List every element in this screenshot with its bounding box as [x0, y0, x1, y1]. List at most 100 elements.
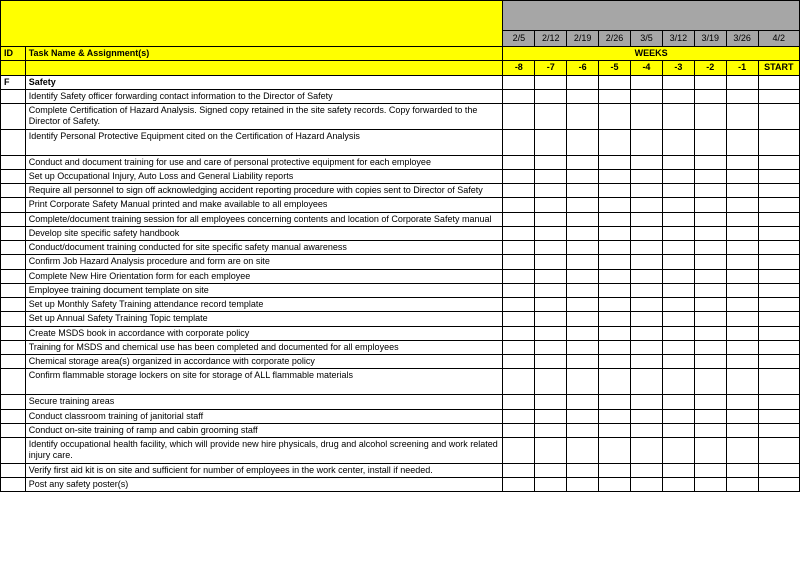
task-wk-8	[758, 298, 799, 312]
task-wk-5	[662, 198, 694, 212]
table-row: Confirm flammable storage lockers on sit…	[1, 369, 800, 395]
task-text: Require all personnel to sign off acknow…	[25, 184, 503, 198]
task-wk-0	[503, 129, 535, 155]
task-wk-4	[631, 438, 663, 464]
task-wk-1	[535, 269, 567, 283]
task-wk-2	[567, 198, 599, 212]
task-wk-6	[694, 241, 726, 255]
task-wk-4	[631, 463, 663, 477]
task-wk-1	[535, 312, 567, 326]
task-wk-2	[567, 438, 599, 464]
table-row: Set up Monthly Safety Training attendanc…	[1, 298, 800, 312]
task-wk-3	[599, 298, 631, 312]
task-wk-3	[599, 423, 631, 437]
task-wk-8	[758, 423, 799, 437]
task-wk-3	[599, 369, 631, 395]
task-wk-3	[599, 340, 631, 354]
section-wk-3	[599, 75, 631, 89]
task-wk-0	[503, 169, 535, 183]
task-wk-7	[726, 269, 758, 283]
task-wk-7	[726, 355, 758, 369]
task-wk-7	[726, 129, 758, 155]
section-id: F	[1, 75, 26, 89]
task-wk-1	[535, 226, 567, 240]
table-row: Verify first aid kit is on site and suff…	[1, 463, 800, 477]
task-text: Conduct classroom training of janitorial…	[25, 409, 503, 423]
task-wk-5	[662, 463, 694, 477]
task-wk-1	[535, 477, 567, 491]
section-wk-8	[758, 75, 799, 89]
task-wk-1	[535, 184, 567, 198]
table-row: Secure training areas	[1, 395, 800, 409]
task-text: Confirm Job Hazard Analysis procedure an…	[25, 255, 503, 269]
date-col-2: 2/19	[567, 31, 599, 47]
task-wk-0	[503, 198, 535, 212]
task-wk-5	[662, 283, 694, 297]
task-id	[1, 226, 26, 240]
table-row: Conduct classroom training of janitorial…	[1, 409, 800, 423]
task-wk-6	[694, 129, 726, 155]
task-wk-6	[694, 463, 726, 477]
task-wk-3	[599, 226, 631, 240]
task-wk-5	[662, 104, 694, 130]
task-wk-6	[694, 255, 726, 269]
task-text: Identify occupational health facility, w…	[25, 438, 503, 464]
task-id	[1, 423, 26, 437]
table-row: Employee training document template on s…	[1, 283, 800, 297]
task-wk-2	[567, 212, 599, 226]
task-wk-6	[694, 169, 726, 183]
schedule-table: 2/52/122/192/263/53/123/193/264/2IDTask …	[0, 0, 800, 492]
task-wk-4	[631, 198, 663, 212]
date-col-4: 3/5	[631, 31, 663, 47]
section-wk-2	[567, 75, 599, 89]
task-wk-7	[726, 340, 758, 354]
task-wk-8	[758, 89, 799, 103]
week-col-6: -2	[694, 61, 726, 75]
task-wk-2	[567, 463, 599, 477]
task-wk-8	[758, 283, 799, 297]
task-wk-4	[631, 226, 663, 240]
task-wk-8	[758, 477, 799, 491]
task-wk-3	[599, 312, 631, 326]
task-wk-0	[503, 212, 535, 226]
task-wk-4	[631, 241, 663, 255]
task-wk-2	[567, 395, 599, 409]
task-wk-6	[694, 104, 726, 130]
task-wk-8	[758, 241, 799, 255]
task-wk-0	[503, 369, 535, 395]
table-row: Identify Personal Protective Equipment c…	[1, 129, 800, 155]
task-wk-8	[758, 409, 799, 423]
task-id	[1, 298, 26, 312]
header-gray-top	[503, 1, 800, 31]
task-wk-8	[758, 395, 799, 409]
task-wk-5	[662, 438, 694, 464]
task-wk-6	[694, 340, 726, 354]
task-text: Create MSDS book in accordance with corp…	[25, 326, 503, 340]
task-wk-0	[503, 226, 535, 240]
task-wk-6	[694, 369, 726, 395]
task-wk-3	[599, 169, 631, 183]
table-row: Set up Annual Safety Training Topic temp…	[1, 312, 800, 326]
task-wk-3	[599, 155, 631, 169]
task-wk-2	[567, 298, 599, 312]
task-wk-0	[503, 89, 535, 103]
task-id	[1, 104, 26, 130]
task-text: Develop site specific safety handbook	[25, 226, 503, 240]
task-wk-4	[631, 355, 663, 369]
task-text: Set up Monthly Safety Training attendanc…	[25, 298, 503, 312]
task-wk-2	[567, 283, 599, 297]
header-blank-mid	[1, 31, 503, 47]
task-wk-8	[758, 326, 799, 340]
task-id	[1, 89, 26, 103]
task-wk-7	[726, 241, 758, 255]
task-wk-0	[503, 283, 535, 297]
task-id	[1, 463, 26, 477]
task-wk-0	[503, 104, 535, 130]
task-wk-3	[599, 269, 631, 283]
task-wk-1	[535, 169, 567, 183]
task-wk-7	[726, 89, 758, 103]
task-wk-4	[631, 269, 663, 283]
task-text: Conduct on-site training of ramp and cab…	[25, 423, 503, 437]
task-wk-4	[631, 212, 663, 226]
col-header-id: ID	[1, 47, 26, 61]
